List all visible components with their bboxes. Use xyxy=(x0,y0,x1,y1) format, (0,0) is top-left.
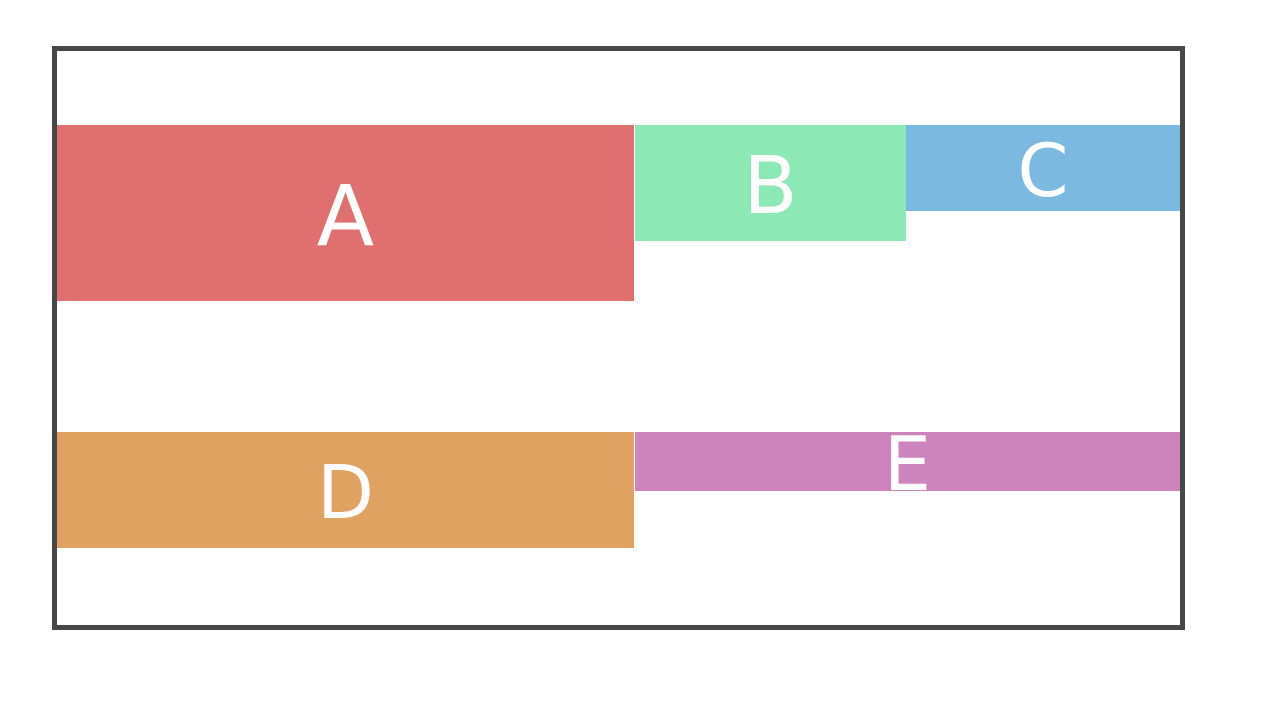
block-E: E xyxy=(635,427,1180,502)
block-label: E xyxy=(883,420,932,508)
outer-border-frame xyxy=(52,46,1185,630)
block-label: C xyxy=(1017,128,1069,214)
block-B: B xyxy=(635,125,906,241)
block-label: A xyxy=(316,167,375,265)
block-C: C xyxy=(906,125,1180,211)
block-A: A xyxy=(57,125,634,301)
block-label: D xyxy=(317,450,374,536)
block-D: D xyxy=(57,432,634,548)
block-label: B xyxy=(743,139,798,232)
